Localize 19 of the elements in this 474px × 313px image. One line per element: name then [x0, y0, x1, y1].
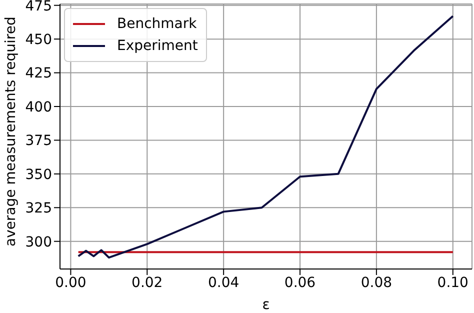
- legend-label: Benchmark: [117, 16, 197, 32]
- y-axis-title: average measurements required: [2, 16, 19, 246]
- y-tick-label: 325: [25, 200, 52, 217]
- y-tick-label: 375: [25, 133, 52, 150]
- x-tick-label: 0.02: [132, 274, 163, 291]
- y-tick-label: 450: [25, 32, 52, 48]
- y-tick-label: 300: [25, 234, 52, 250]
- x-tick-label: 0.00: [55, 274, 86, 291]
- y-tick-label: 475: [25, 0, 52, 14]
- y-tick-label: 425: [25, 66, 52, 82]
- x-tick-label: 0.08: [360, 274, 392, 291]
- x-tick-label: 0.10: [437, 274, 468, 291]
- y-tick-label: 350: [25, 166, 52, 183]
- line-series: [77, 15, 454, 259]
- x-tick-label: 0.04: [208, 274, 240, 291]
- legend-label: Experiment: [117, 38, 198, 54]
- y-tick-label: 400: [25, 99, 52, 116]
- x-tick-label: 0.06: [284, 274, 316, 291]
- x-axis-title: ε: [262, 297, 270, 313]
